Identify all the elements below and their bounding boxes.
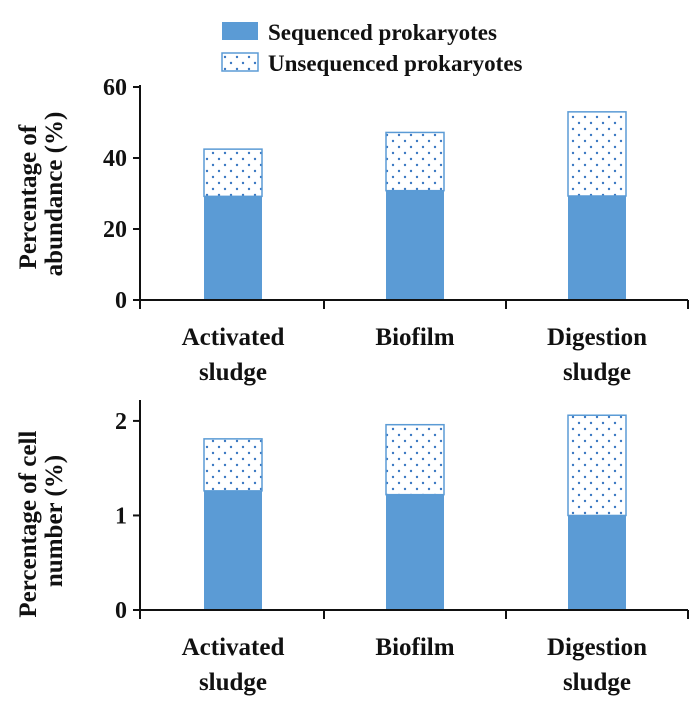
abundance-bar-sequenced-1 bbox=[386, 190, 444, 300]
abundance-y-tick-label-3: 60 bbox=[103, 75, 127, 101]
abundance-category-label-0: Activated sludge bbox=[182, 324, 285, 386]
abundance-chart: 0 20 40 60 Activated sludge Biofilm Digestion s… bbox=[15, 75, 689, 386]
abundance-bar-unsequenced-1 bbox=[385, 131, 445, 192]
cell-number-category-label-2-line-0: Digestion bbox=[547, 634, 647, 661]
cell-number-category-label-2-line-1: sludge bbox=[563, 669, 631, 696]
abundance-y-axis-label-line-1: Percentage of bbox=[15, 124, 42, 269]
abundance-bar-sequenced-2 bbox=[568, 195, 626, 300]
cell-number-category-label-0-line-0: Activated bbox=[182, 634, 285, 661]
abundance-y-axis-label: Percentage of abundance (%) bbox=[15, 112, 68, 277]
cell-number-category-label-2: Digestion sludge bbox=[547, 634, 647, 696]
cell-number-category-label-1-line-0: Biofilm bbox=[375, 634, 454, 661]
cell-number-category-label-1: Biofilm bbox=[375, 634, 454, 661]
abundance-category-label-1: Biofilm bbox=[375, 324, 454, 351]
cell-number-category-label-0-line-1: sludge bbox=[199, 669, 267, 696]
cell-number-y-tick-label-1: 1 bbox=[115, 503, 127, 529]
legend-swatch-sequenced bbox=[222, 22, 258, 40]
cell-number-chart: 0 1 2 Activated sludge Biofilm Digestion sludg… bbox=[15, 400, 689, 696]
abundance-tick-labels: 0 20 40 60 bbox=[103, 75, 127, 314]
abundance-y-tick-label-1: 20 bbox=[103, 217, 127, 243]
abundance-category-label-0-line-0: Activated bbox=[182, 324, 285, 351]
cell-number-bar-sequenced-1 bbox=[386, 494, 444, 610]
cell-number-bar-unsequenced-1 bbox=[385, 423, 445, 496]
cell-number-y-axis-label-line-1: Percentage of cell bbox=[15, 431, 42, 618]
legend-label-sequenced: Sequenced prokaryotes bbox=[268, 20, 497, 45]
abundance-axes bbox=[133, 85, 689, 309]
abundance-y-tick-label-2: 40 bbox=[103, 146, 127, 172]
cell-number-bar-sequenced-2 bbox=[568, 515, 626, 610]
legend-label-unsequenced: Unsequenced prokaryotes bbox=[268, 51, 523, 76]
abundance-bar-unsequenced-2 bbox=[567, 111, 627, 197]
abundance-category-label-2: Digestion sludge bbox=[547, 324, 647, 386]
cell-number-bar-unsequenced-2 bbox=[567, 414, 627, 517]
abundance-category-labels: Activated sludge Biofilm Digestion sludge bbox=[182, 324, 647, 386]
abundance-bar-unsequenced-0 bbox=[203, 148, 263, 198]
cell-number-bar-unsequenced-0 bbox=[203, 438, 263, 492]
cell-number-y-tick-label-2: 2 bbox=[115, 409, 127, 435]
cell-number-y-tick-label-0: 0 bbox=[115, 598, 127, 624]
abundance-y-tick-label-0: 0 bbox=[115, 288, 127, 314]
cell-number-bar-sequenced-0 bbox=[204, 490, 262, 610]
abundance-category-label-2-line-0: Digestion bbox=[547, 324, 647, 351]
cell-number-tick-labels: 0 1 2 bbox=[115, 409, 127, 624]
abundance-category-label-1-line-0: Biofilm bbox=[375, 324, 454, 351]
cell-number-category-labels: Activated sludge Biofilm Digestion sludge bbox=[182, 634, 647, 696]
cell-number-bars bbox=[203, 414, 627, 610]
legend-swatch-unsequenced bbox=[221, 52, 259, 72]
abundance-bar-sequenced-0 bbox=[204, 196, 262, 300]
cell-number-category-label-0: Activated sludge bbox=[182, 634, 285, 696]
abundance-category-label-2-line-1: sludge bbox=[563, 359, 631, 386]
abundance-bars bbox=[203, 111, 627, 300]
legend: Sequenced prokaryotes Unsequenced prokar… bbox=[221, 20, 523, 76]
cell-number-axes bbox=[133, 400, 689, 619]
cell-number-y-axis-label-line-2: number (%) bbox=[41, 455, 68, 587]
abundance-y-axis-label-line-2: abundance (%) bbox=[41, 112, 68, 277]
cell-number-y-axis-label: Percentage of cell number (%) bbox=[15, 424, 68, 617]
abundance-category-label-0-line-1: sludge bbox=[199, 359, 267, 386]
